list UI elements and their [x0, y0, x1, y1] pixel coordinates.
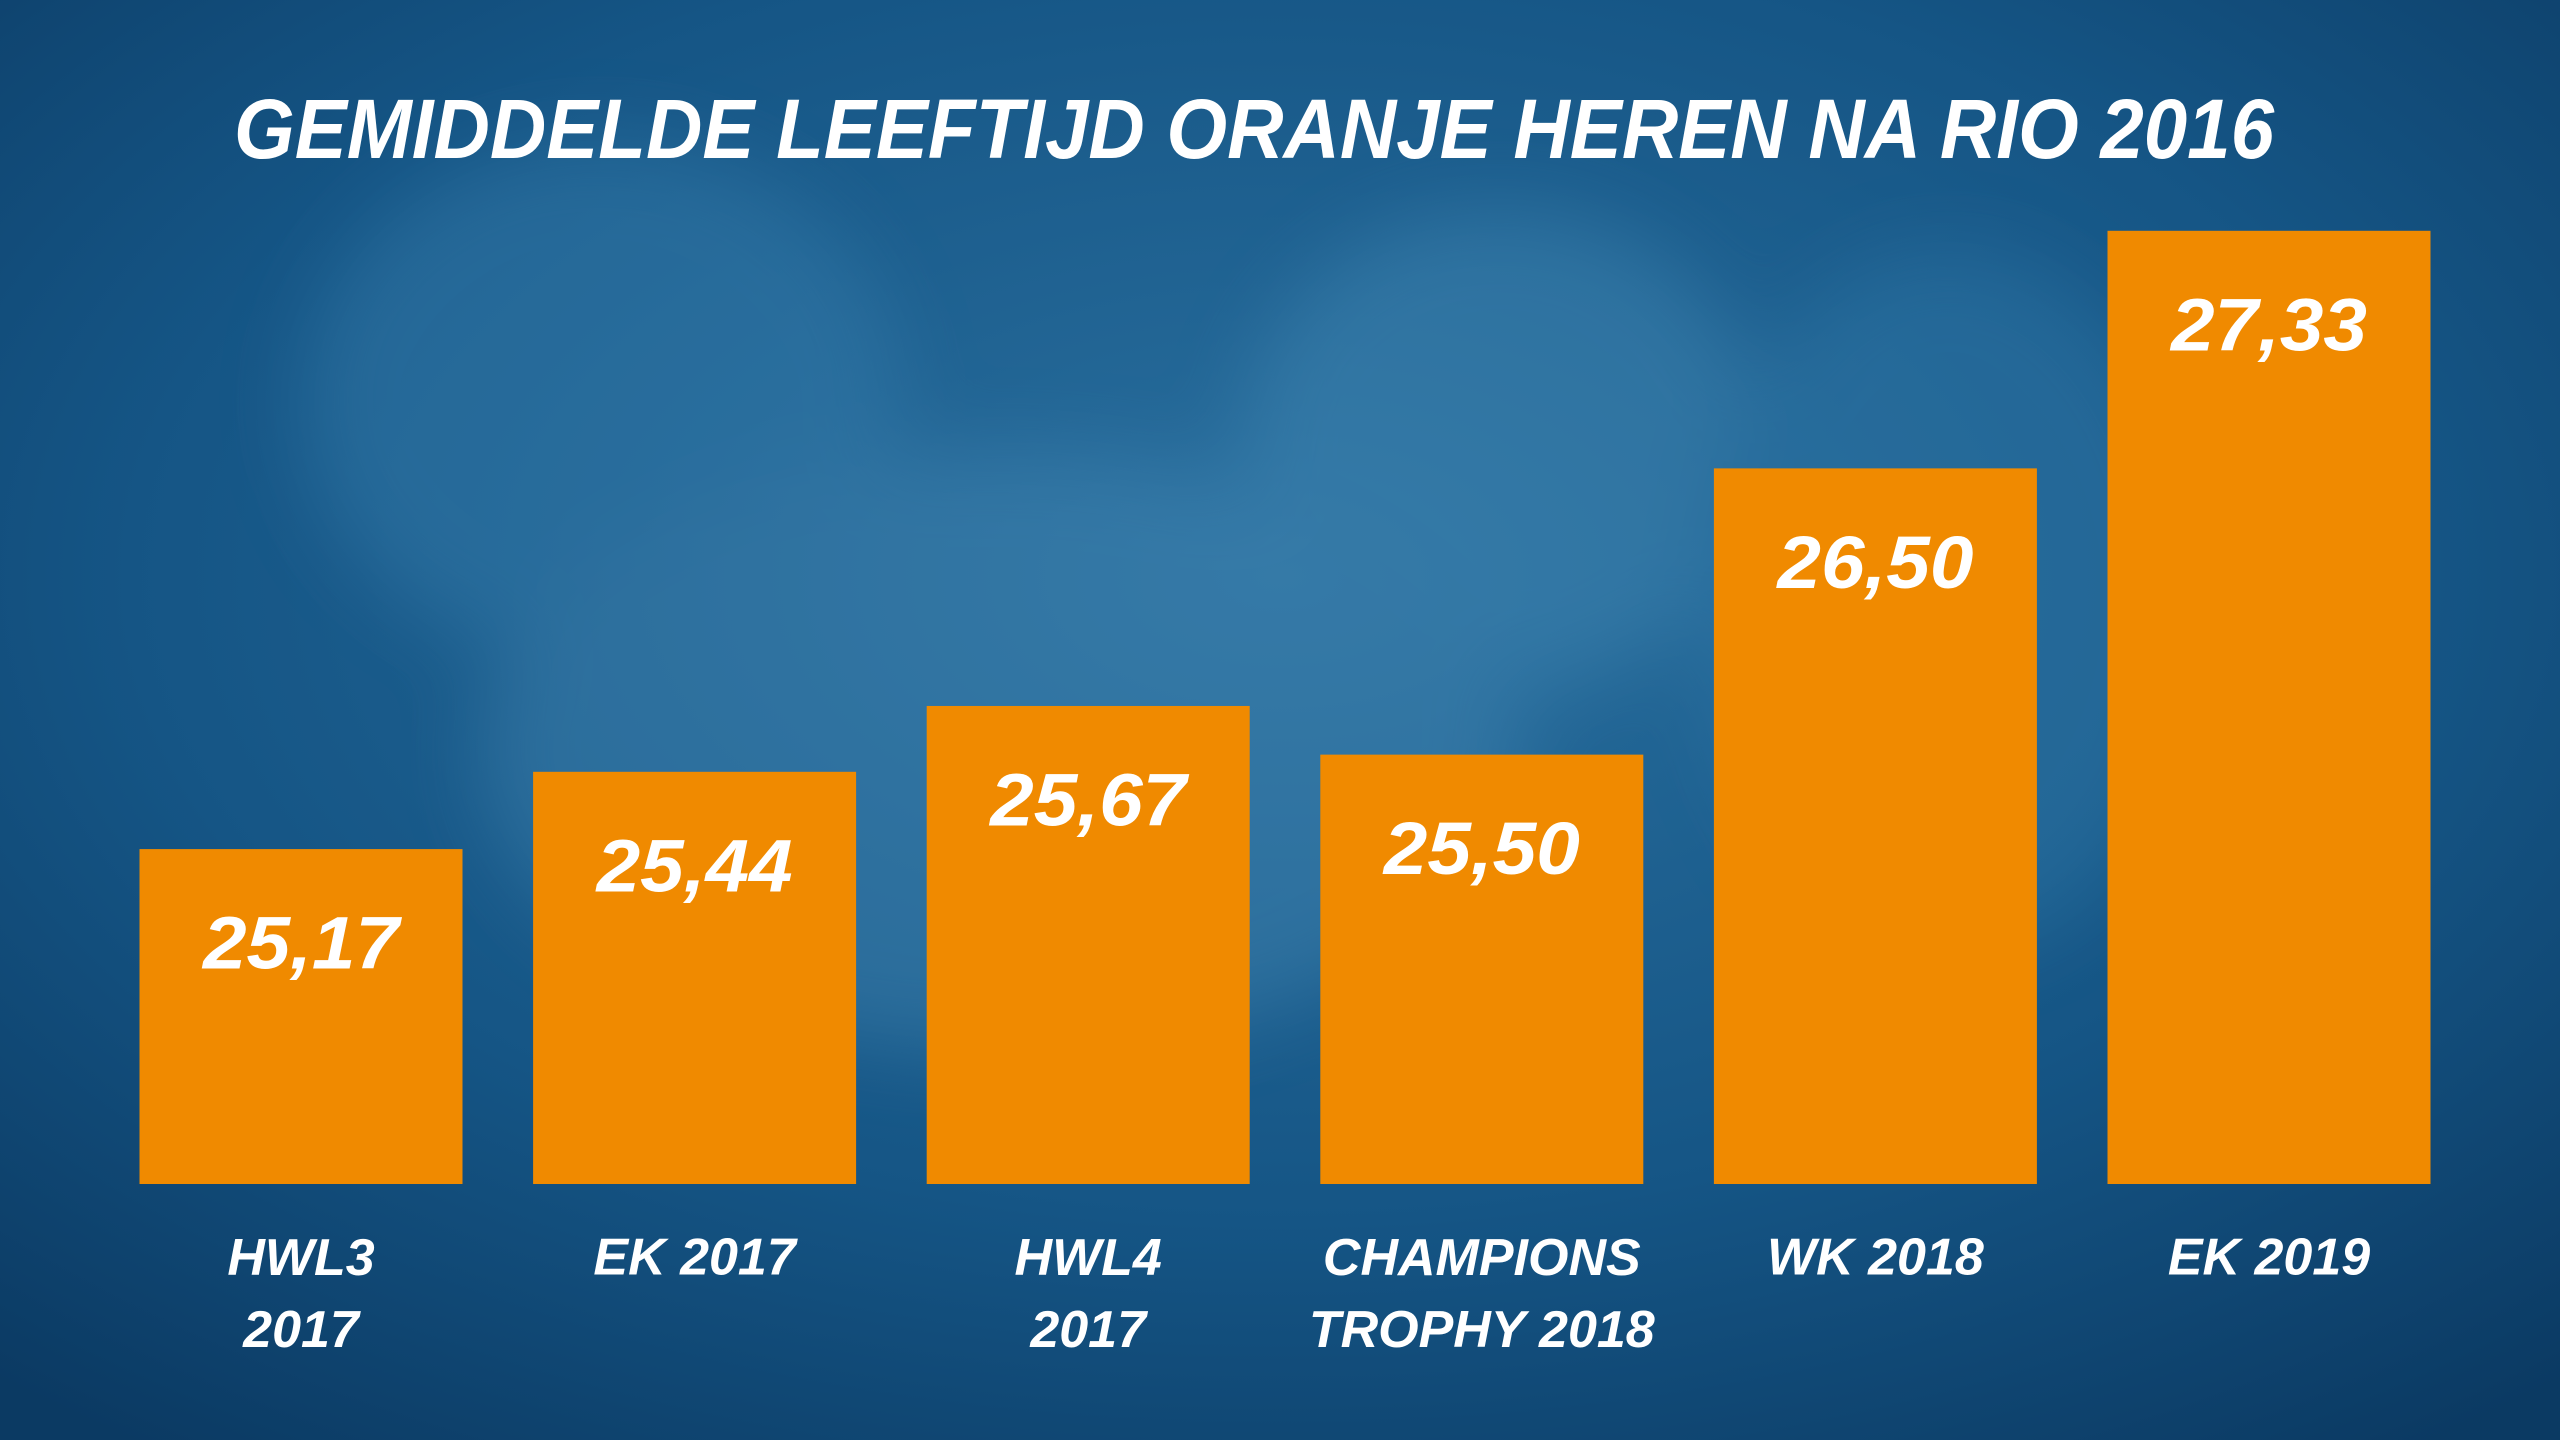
value-label: 25,17 [201, 902, 403, 985]
x-tick-label-line: HWL4 [1015, 1229, 1162, 1287]
bar [926, 705, 1250, 1184]
value-label: 27,33 [2169, 283, 2367, 366]
x-tick-label-line: 2017 [242, 1301, 361, 1359]
x-tick-label: HWL4 2017 [1015, 1229, 1162, 1359]
bar [1713, 468, 2037, 1184]
value-label: 26,50 [1775, 521, 1973, 604]
x-tick-label: HWL3 2017 [227, 1229, 374, 1359]
value-label: 25,67 [988, 759, 1190, 842]
x-tick-label-line: HWL3 [227, 1229, 374, 1287]
x-tick-label: EK 2017 [593, 1229, 797, 1287]
bar [2107, 230, 2431, 1185]
x-tick-label-line: 2017 [1029, 1301, 1148, 1359]
value-label: 25,50 [1382, 807, 1580, 890]
bar [533, 771, 857, 1184]
x-tick-label-line: TROPHY 2018 [1309, 1301, 1655, 1359]
chart-title: GEMIDDELDE LEEFTIJD ORANJE HEREN NA RIO … [234, 82, 2275, 176]
x-tick-label: CHAMPIONS TROPHY 2018 [1309, 1229, 1655, 1359]
x-tick-label-line: CHAMPIONS [1323, 1229, 1641, 1287]
bar [139, 849, 463, 1184]
value-label: 25,44 [594, 824, 792, 907]
x-tick-label: EK 2019 [2168, 1229, 2370, 1287]
bar [1320, 754, 1644, 1184]
x-tick-label: WK 2018 [1767, 1229, 1984, 1287]
